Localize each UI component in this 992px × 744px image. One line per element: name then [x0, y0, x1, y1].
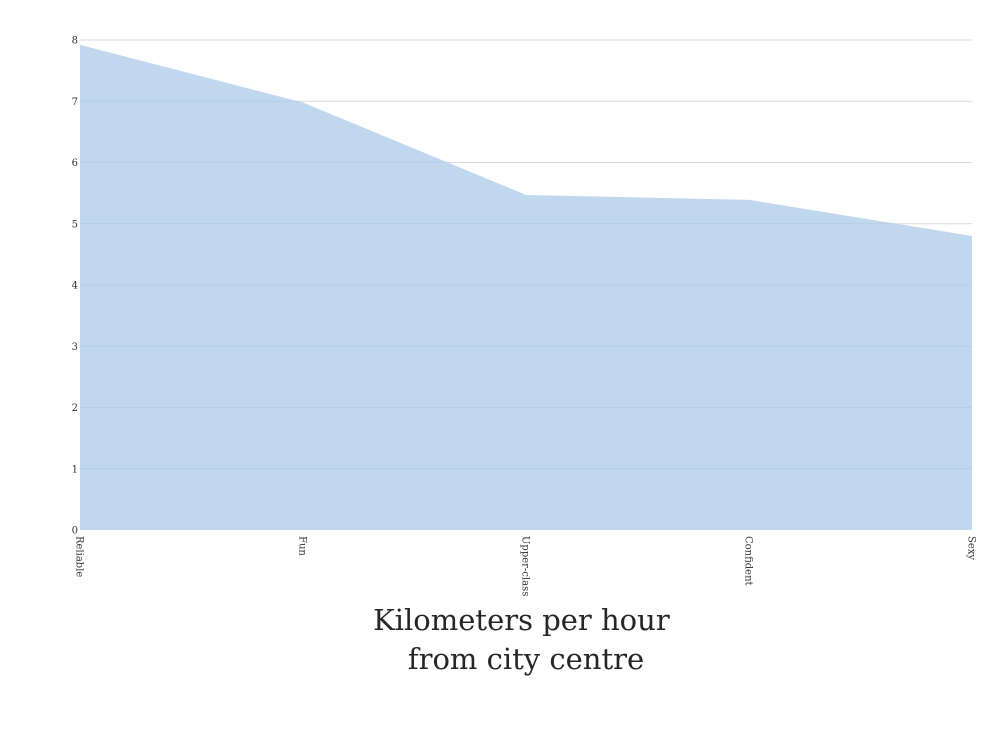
y-tick-label: 8 [72, 36, 78, 47]
y-tick-label: 4 [72, 281, 78, 292]
y-axis-ticks: 0 1 2 3 4 5 6 7 8 [72, 36, 78, 537]
y-tick-label: 3 [72, 342, 78, 353]
x-axis-title-line-2: from city centre [408, 642, 644, 676]
x-axis-ticks: Reliable Fun Upper-class Confident Sexy [74, 536, 977, 596]
area-fill [80, 44, 972, 531]
y-tick-label: 0 [72, 526, 78, 537]
x-tick-label: Confident [743, 536, 754, 586]
x-tick-label: Upper-class [520, 536, 531, 596]
y-tick-label: 1 [72, 464, 78, 475]
y-tick-label: 5 [72, 219, 78, 230]
x-tick-label: Fun [297, 536, 308, 556]
y-tick-label: 2 [72, 403, 78, 414]
y-tick-label: 6 [72, 158, 78, 169]
y-tick-label: 7 [72, 97, 78, 108]
x-tick-label: Reliable [74, 536, 85, 577]
x-axis-title: Kilometers per hour from city centre [373, 603, 679, 676]
x-axis-title-line-1: Kilometers per hour [373, 603, 670, 637]
area-series [79, 44, 973, 531]
x-tick-label: Sexy [966, 536, 977, 560]
